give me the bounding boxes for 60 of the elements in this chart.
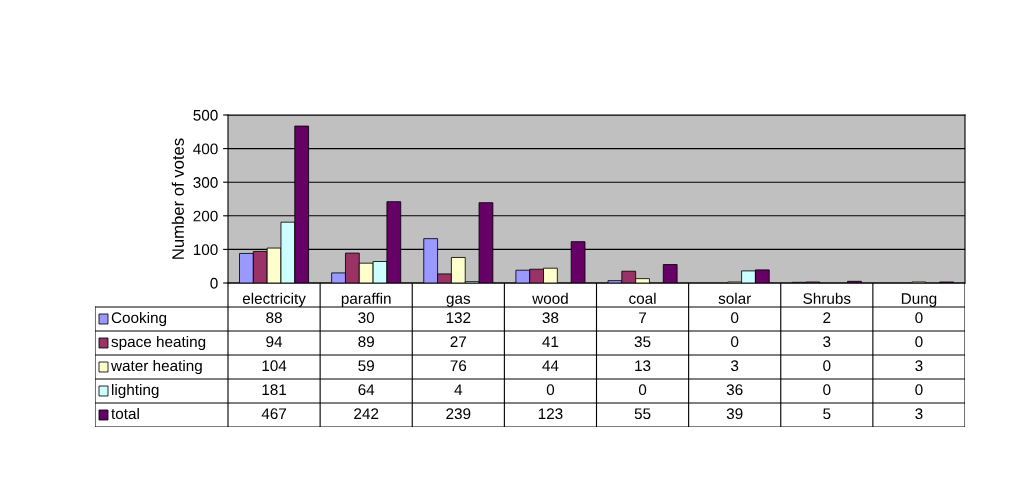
y-tick-label: 0 bbox=[210, 277, 218, 289]
data-label: 242 bbox=[354, 408, 379, 419]
data-label: 0 bbox=[731, 336, 739, 348]
data-label: 5 bbox=[823, 408, 831, 420]
data-label: 76 bbox=[450, 360, 467, 372]
data-label: 3 bbox=[731, 360, 739, 372]
x-tick-label: coal bbox=[629, 292, 656, 304]
data-label: 467 bbox=[261, 408, 287, 420]
data-label: 13 bbox=[635, 360, 651, 372]
data-label: 89 bbox=[358, 336, 374, 348]
x-tick-label: paraffin bbox=[341, 292, 391, 307]
x-tick-label: gas bbox=[446, 295, 471, 307]
data-label: 123 bbox=[538, 408, 563, 420]
legend-label: water heating bbox=[110, 359, 202, 375]
y-tick-label: 500 bbox=[193, 109, 218, 121]
data-label: 3 bbox=[915, 360, 923, 372]
legend-label: space heating bbox=[111, 335, 206, 351]
data-label: 0 bbox=[638, 384, 647, 396]
data-label: 41 bbox=[542, 336, 559, 347]
data-label: 132 bbox=[446, 312, 471, 324]
data-label: 0 bbox=[915, 384, 923, 396]
y-axis-title: Number of votes bbox=[171, 138, 184, 259]
data-label: 181 bbox=[262, 384, 287, 396]
data-label: 59 bbox=[358, 360, 374, 372]
data-label: 0 bbox=[546, 384, 555, 396]
y-tick-label: 100 bbox=[193, 244, 218, 256]
legend-label: total bbox=[111, 407, 139, 420]
data-label: 36 bbox=[726, 384, 743, 396]
data-label: 104 bbox=[262, 360, 287, 372]
x-tick-label: wood bbox=[532, 292, 568, 304]
data-label: 0 bbox=[915, 336, 923, 348]
data-label: 239 bbox=[446, 408, 471, 420]
y-tick-label: 400 bbox=[193, 143, 218, 155]
data-label: 2 bbox=[823, 312, 831, 323]
x-tick-label: Shrubs bbox=[803, 292, 851, 304]
data-label: 30 bbox=[358, 312, 375, 324]
x-tick-label: Dung bbox=[901, 293, 937, 307]
data-label: 38 bbox=[542, 312, 559, 324]
data-label: 3 bbox=[823, 336, 831, 348]
data-label: 7 bbox=[639, 312, 647, 323]
data-label: 4 bbox=[454, 384, 463, 395]
data-label: 35 bbox=[634, 336, 651, 348]
data-label: 3 bbox=[915, 408, 923, 420]
data-label: 64 bbox=[358, 384, 375, 396]
legend-label: Cooking bbox=[111, 311, 167, 327]
y-tick-label: 200 bbox=[193, 210, 218, 222]
data-label: 27 bbox=[450, 336, 467, 347]
data-label: 94 bbox=[266, 336, 283, 348]
data-label: 0 bbox=[823, 360, 831, 372]
x-tick-label: electricity bbox=[242, 292, 306, 307]
data-label: 88 bbox=[266, 312, 282, 324]
data-label: 39 bbox=[726, 408, 743, 420]
data-label: 55 bbox=[634, 408, 651, 420]
data-label: 44 bbox=[542, 360, 559, 371]
x-tick-label: solar bbox=[718, 292, 751, 304]
data-label: 0 bbox=[915, 312, 923, 324]
data-label: 0 bbox=[823, 384, 831, 396]
data-label: 0 bbox=[731, 312, 739, 324]
legend-label: lighting bbox=[112, 383, 159, 399]
y-tick-label: 300 bbox=[193, 177, 218, 188]
